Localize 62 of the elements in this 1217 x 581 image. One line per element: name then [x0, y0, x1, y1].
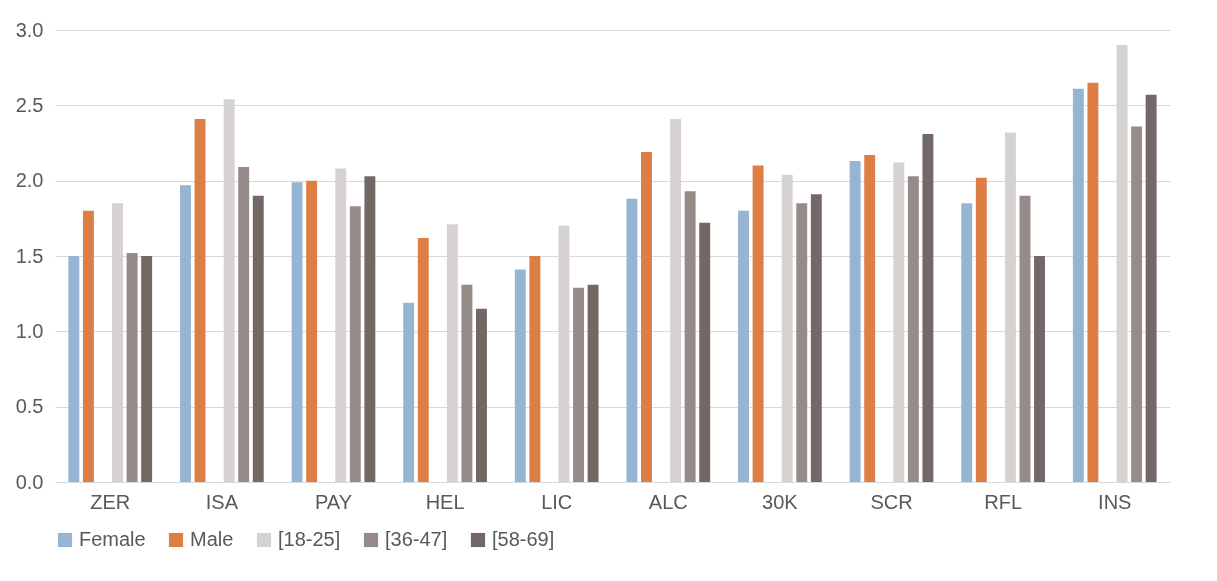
bar: [699, 222, 711, 482]
bar: [238, 167, 250, 482]
legend-label: Male: [190, 528, 234, 550]
bar: [252, 195, 264, 482]
y-tick-label: 2.5: [15, 93, 44, 116]
bar: [1034, 256, 1045, 482]
y-tick-label: 0.0: [15, 470, 44, 493]
bar: [1019, 195, 1031, 482]
x-tick-label: INS: [1098, 490, 1132, 513]
x-tick-label: LIC: [541, 490, 573, 513]
y-tick-label: 1.5: [15, 244, 44, 267]
bar: [684, 191, 696, 482]
y-tick-label: 0.5: [15, 395, 44, 418]
y-tick-label: 3.0: [15, 18, 44, 41]
y-tick-label: 1.0: [15, 319, 44, 342]
bar: [864, 155, 876, 482]
legend-label: [36-47]: [385, 528, 448, 550]
bar: [738, 210, 749, 482]
bar: [349, 206, 361, 482]
bar: [810, 194, 822, 482]
bar: [364, 176, 376, 482]
bar: [529, 256, 541, 482]
x-tick-label: 30K: [762, 490, 799, 513]
bar: [1145, 94, 1157, 482]
x-tick-label: RFL: [984, 490, 1023, 513]
bar: [922, 133, 934, 482]
bar: [587, 284, 599, 482]
bar: [476, 308, 487, 482]
bar: [68, 256, 80, 482]
bar: [82, 210, 94, 482]
bar: [403, 302, 415, 482]
bar: [126, 252, 138, 482]
x-tick-label: ALC: [648, 490, 688, 513]
x-tick-label: PAY: [314, 490, 352, 513]
bar: [291, 182, 303, 482]
bar: [961, 203, 973, 482]
bar: [1087, 82, 1099, 482]
x-tick-label: HEL: [425, 490, 465, 513]
x-tick-label: ZER: [90, 490, 131, 513]
bar: [141, 256, 153, 482]
bar: [641, 152, 652, 482]
x-tick-label: ISA: [205, 490, 239, 513]
bar: [573, 287, 584, 482]
bar: [796, 203, 808, 482]
legend-label: Female: [79, 528, 146, 550]
bar: [752, 165, 764, 482]
bar: [626, 198, 638, 482]
x-tick-label: SCR: [870, 490, 913, 513]
bar: [907, 176, 919, 482]
bar: [194, 118, 206, 482]
bar: [417, 237, 429, 482]
legend-label: [18-25]: [278, 528, 341, 550]
bar: [1072, 88, 1084, 482]
bar: [461, 284, 473, 482]
legend-label: [58-69]: [492, 528, 555, 550]
bar: [1131, 126, 1143, 482]
bar: [306, 180, 318, 482]
bar: [180, 185, 191, 482]
y-tick-label: 2.0: [15, 169, 44, 192]
bar: [975, 177, 987, 482]
bar: [849, 161, 861, 482]
bar: [514, 269, 526, 482]
